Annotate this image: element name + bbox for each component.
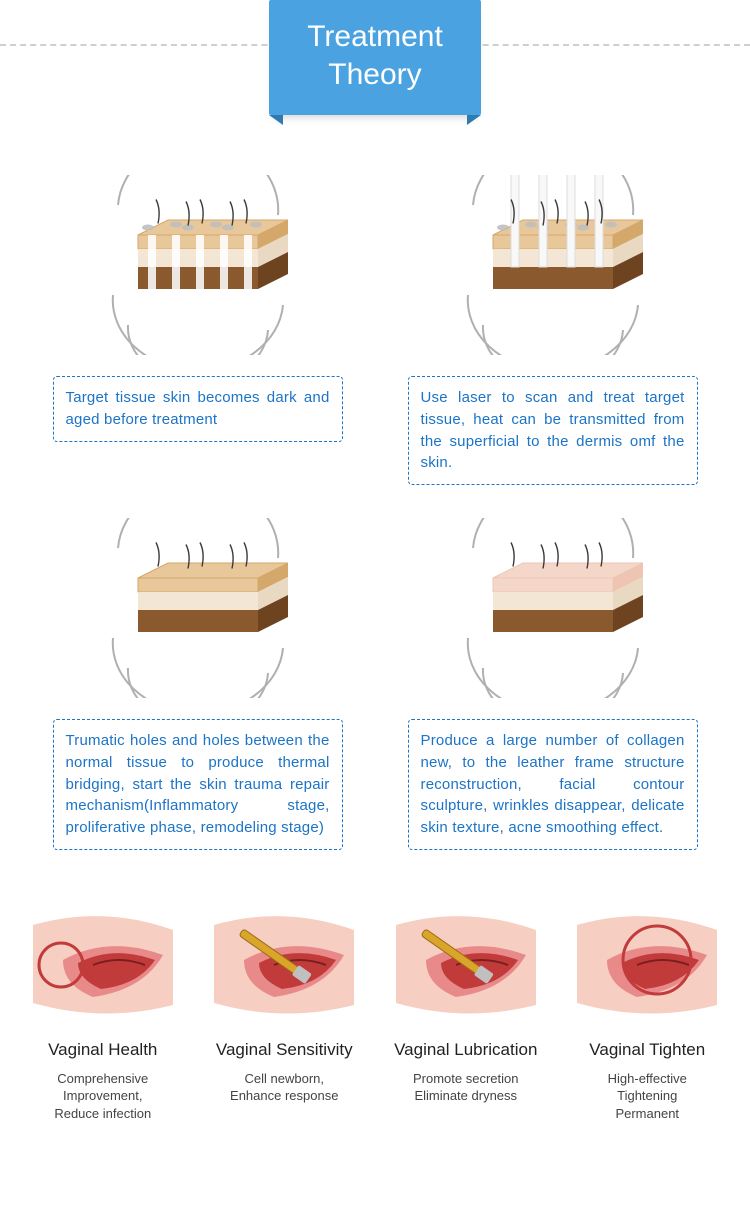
benefit-title: Vaginal Health [16, 1040, 190, 1060]
benefit-desc: Promote secretion Eliminate dryness [379, 1070, 553, 1105]
benefit-cell: Vaginal Lubrication Promote secretion El… [379, 900, 553, 1123]
benefit-icon [567, 905, 727, 1025]
theory-grid: Target tissue skin becomes dark and aged… [0, 140, 750, 890]
theory-illustration [88, 513, 308, 703]
skin-block-icon [453, 175, 653, 355]
benefits-row: Vaginal Health Comprehensive Improvement… [0, 890, 750, 1163]
benefit-desc: Comprehensive Improvement, Reduce infect… [16, 1070, 190, 1123]
benefit-cell: Vaginal Health Comprehensive Improvement… [16, 900, 190, 1123]
benefit-cell: Vaginal Sensitivity Cell newborn, Enhanc… [198, 900, 372, 1123]
benefit-icon [204, 905, 364, 1025]
theory-illustration [443, 170, 663, 360]
theory-illustration [88, 170, 308, 360]
theory-cell: Target tissue skin becomes dark and aged… [50, 170, 345, 485]
theory-caption: Produce a large number of collagen new, … [408, 719, 698, 850]
benefit-illustration [198, 900, 372, 1030]
benefit-title: Vaginal Tighten [561, 1040, 735, 1060]
skin-block-icon [453, 518, 653, 698]
theory-caption: Target tissue skin becomes dark and aged… [53, 376, 343, 442]
title-line-1: Treatment [307, 18, 443, 56]
theory-cell: Produce a large number of collagen new, … [405, 513, 700, 850]
theory-cell: Trumatic holes and holes between the nor… [50, 513, 345, 850]
benefit-icon [23, 905, 183, 1025]
benefit-cell: Vaginal Tighten High-effective Tightenin… [561, 900, 735, 1123]
theory-caption: Trumatic holes and holes between the nor… [53, 719, 343, 850]
skin-block-icon [98, 518, 298, 698]
benefit-title: Vaginal Sensitivity [198, 1040, 372, 1060]
theory-illustration [443, 513, 663, 703]
benefit-desc: Cell newborn, Enhance response [198, 1070, 372, 1105]
skin-block-icon [98, 175, 298, 355]
theory-cell: Use laser to scan and treat target tissu… [405, 170, 700, 485]
benefit-illustration [16, 900, 190, 1030]
title-tab: Treatment Theory [269, 0, 481, 115]
benefit-icon [386, 905, 546, 1025]
theory-caption: Use laser to scan and treat target tissu… [408, 376, 698, 485]
benefit-illustration [379, 900, 553, 1030]
benefit-illustration [561, 900, 735, 1030]
header: Treatment Theory [0, 0, 750, 140]
title-line-2: Theory [307, 56, 443, 94]
benefit-desc: High-effective Tightening Permanent [561, 1070, 735, 1123]
benefit-title: Vaginal Lubrication [379, 1040, 553, 1060]
